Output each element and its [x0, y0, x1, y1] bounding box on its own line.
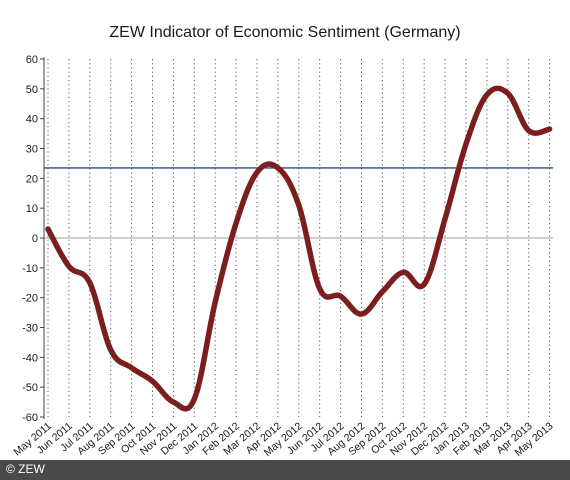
data-point: [464, 142, 469, 147]
footer-bar: © ZEW: [0, 460, 570, 480]
y-tick-label: -20: [22, 293, 38, 305]
data-point: [171, 400, 176, 405]
data-point: [150, 379, 155, 384]
y-tick-label: 0: [32, 233, 38, 245]
y-tick-label: -10: [22, 263, 38, 275]
data-point: [275, 165, 280, 170]
data-point: [380, 289, 385, 294]
data-point: [359, 312, 364, 317]
data-point: [547, 127, 552, 132]
y-tick-label: 50: [26, 84, 38, 96]
y-tick-label: -40: [22, 352, 38, 364]
y-tick-label: 20: [26, 173, 38, 185]
data-point: [296, 203, 301, 208]
series-line: [45, 85, 553, 412]
data-point: [505, 91, 510, 96]
data-point: [338, 294, 343, 299]
chart-title: ZEW Indicator of Economic Sentiment (Ger…: [109, 24, 461, 41]
data-point: [213, 300, 218, 305]
data-point: [46, 227, 51, 232]
y-tick-label: -30: [22, 323, 38, 335]
y-tick-label: 40: [26, 114, 38, 126]
data-point: [108, 347, 113, 352]
data-point: [484, 92, 489, 97]
data-point: [422, 282, 427, 287]
data-point: [129, 365, 134, 370]
y-tick-label: 30: [26, 144, 38, 156]
y-tick-label: -60: [22, 412, 38, 424]
data-point: [87, 280, 92, 285]
y-tick-label: -50: [22, 382, 38, 394]
data-point: [192, 397, 197, 402]
data-point: [255, 170, 260, 175]
copyright-text: © ZEW: [6, 462, 45, 476]
y-tick-label: 60: [26, 54, 38, 66]
data-point: [401, 270, 406, 275]
data-point: [443, 216, 448, 221]
data-point: [234, 221, 239, 226]
data-point: [526, 128, 531, 133]
data-point: [317, 286, 322, 291]
data-point: [66, 264, 71, 269]
y-tick-label: 10: [26, 203, 38, 215]
